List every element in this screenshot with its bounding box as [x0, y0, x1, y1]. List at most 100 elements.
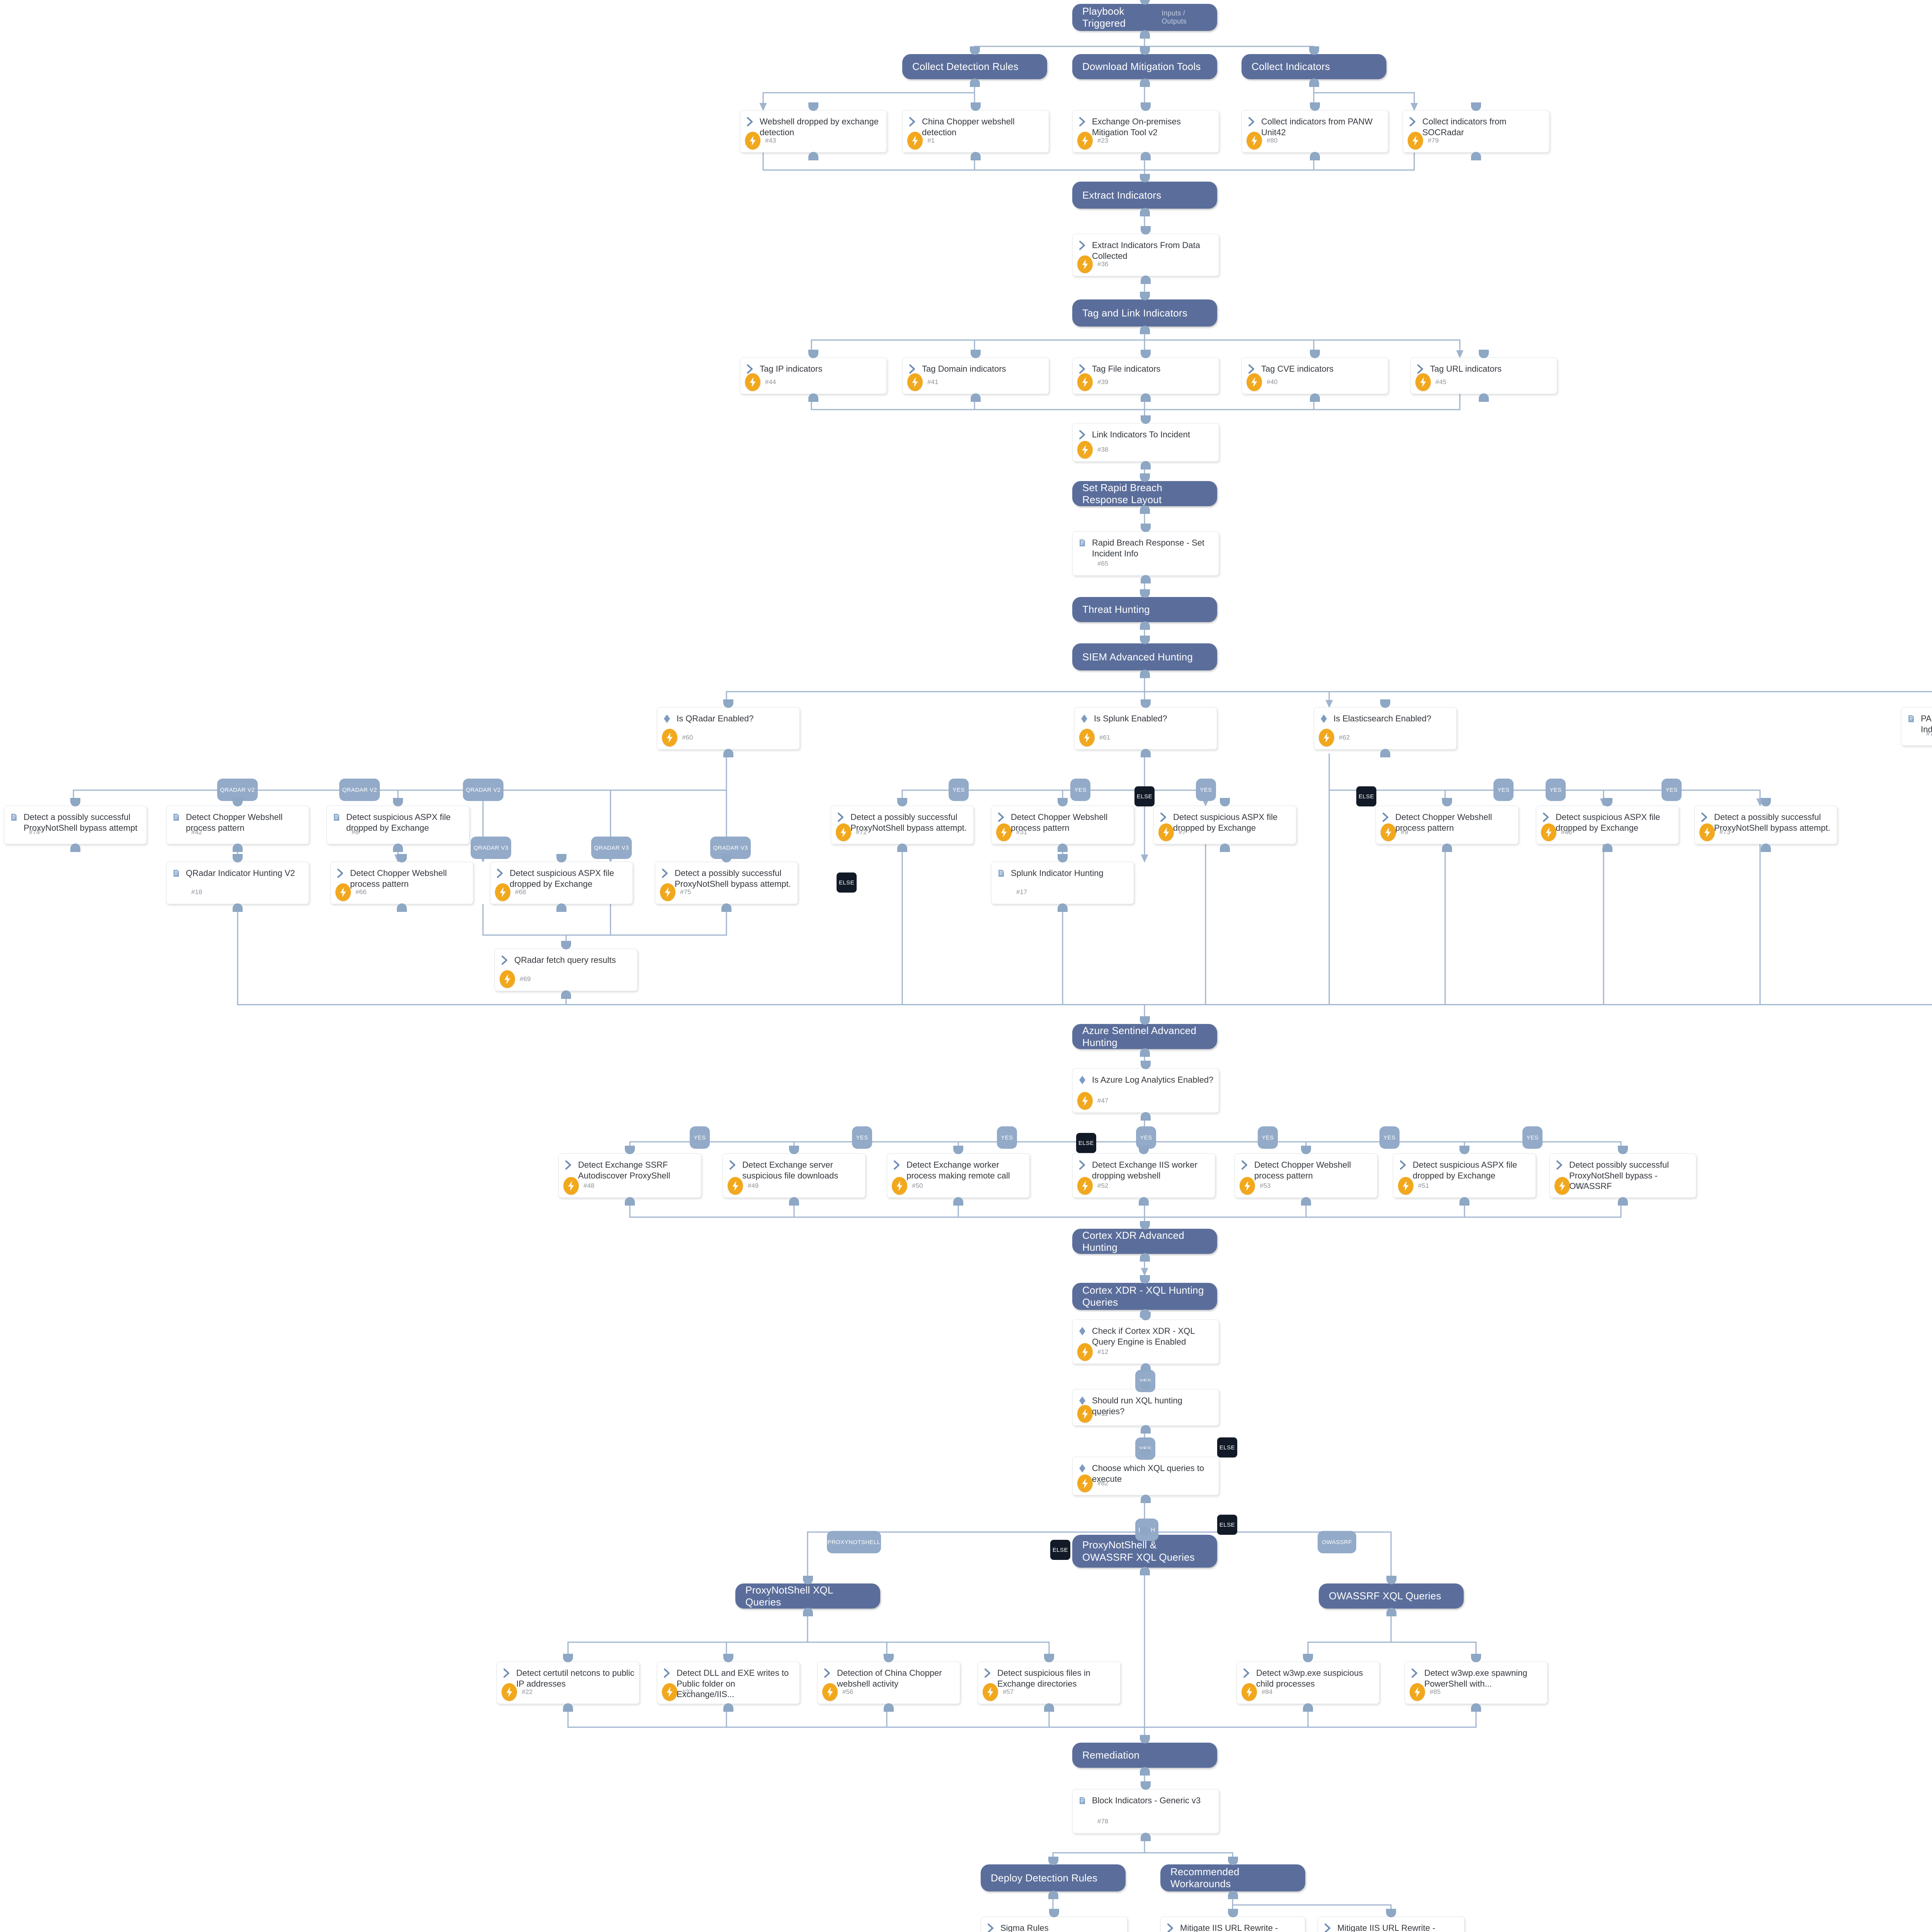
edge-label-proxynotshell[interactable]: PROXYNOTSHELL: [827, 1531, 881, 1553]
edge-label-qradar-v3[interactable]: QRADAR V3: [710, 837, 751, 859]
task-card[interactable]: Detection of China Chopper webshell acti…: [817, 1662, 960, 1704]
edge-label-yes[interactable]: YES: [949, 779, 969, 801]
task-card[interactable]: Is Azure Log Analytics Enabled? #47: [1072, 1068, 1219, 1113]
task-card[interactable]: Is Elasticsearch Enabled? #62: [1314, 707, 1457, 750]
task-card[interactable]: Check if Cortex XDR - XQL Query Engine i…: [1072, 1320, 1219, 1364]
output-port: [953, 1197, 963, 1206]
stage-set-rapid-breach-response-layout[interactable]: Set Rapid Breach Response Layout: [1072, 481, 1217, 506]
task-card[interactable]: Should run XQL hunting queries? #11: [1072, 1389, 1219, 1426]
edge-label-yes[interactable]: YES: [1546, 779, 1566, 801]
task-card[interactable]: Sigma Rules #25: [981, 1917, 1128, 1932]
task-card[interactable]: Extract Indicators From Data Collected #…: [1072, 234, 1219, 276]
edge-label-else[interactable]: ELSE: [1050, 1540, 1070, 1560]
task-card[interactable]: Tag URL indicators #45: [1410, 357, 1557, 394]
edge-label-yes[interactable]: YES: [1493, 779, 1514, 801]
task-card[interactable]: Detect a possibly successful ProxyNotShe…: [831, 806, 974, 844]
task-card[interactable]: Detect suspicious ASPX file dropped by E…: [1153, 806, 1296, 844]
edge-label-qradar-v2[interactable]: QRADAR V2: [339, 779, 380, 801]
task-card[interactable]: Collect indicators from PANW Unit42 #80: [1242, 110, 1388, 153]
task-card[interactable]: Detect Exchange SSRF Autodiscover ProxyS…: [558, 1153, 701, 1198]
task-card[interactable]: Detect suspicious files in Exchange dire…: [978, 1662, 1121, 1704]
task-card[interactable]: Detect Exchange IIS worker dropping webs…: [1072, 1153, 1215, 1198]
edge-label-else[interactable]: ELSE: [1217, 1437, 1237, 1458]
stage-owassrf-xql-queries[interactable]: OWASSRF XQL Queries: [1319, 1583, 1464, 1609]
task-card[interactable]: Detect w3wp.exe spawning PowerShell with…: [1405, 1662, 1548, 1704]
stage-siem-advanced-hunting[interactable]: SIEM Advanced Hunting: [1072, 643, 1217, 670]
stage-azure-sentinel-advanced-hunting[interactable]: Azure Sentinel Advanced Hunting: [1072, 1024, 1217, 1049]
stage-collect-indicators[interactable]: Collect Indicators: [1242, 54, 1386, 79]
task-card[interactable]: Mitigate IIS URL Rewrite - OWASSRF - Pro…: [1318, 1917, 1464, 1932]
task-card[interactable]: Detect DLL and EXE writes to Public fold…: [657, 1662, 800, 1704]
edge-label-else[interactable]: ELSE: [1217, 1515, 1237, 1535]
task-card[interactable]: Tag File indicators #39: [1072, 357, 1219, 394]
edge-label-qradar-v2[interactable]: QRADAR V2: [463, 779, 503, 801]
edge-label-else[interactable]: ELSE: [1134, 786, 1155, 806]
task-card[interactable]: Detect a possibly successful ProxyNotShe…: [1694, 806, 1837, 844]
task-card[interactable]: Detect Exchange server suspicious file d…: [723, 1153, 866, 1198]
stage-threat-hunting[interactable]: Threat Hunting: [1072, 597, 1217, 622]
edge-label-yes[interactable]: YES: [1258, 1126, 1278, 1149]
stage-extract-indicators[interactable]: Extract Indicators: [1072, 182, 1217, 209]
task-card[interactable]: Detect suspicious ASPX file dropped by E…: [1536, 806, 1679, 844]
stage-playbook-triggered[interactable]: Playbook Triggered Inputs / Outputs: [1072, 4, 1217, 31]
edge-label-yes[interactable]: YES: [1662, 779, 1682, 801]
task-card[interactable]: Tag Domain indicators #41: [902, 357, 1049, 394]
task-card[interactable]: Detect suspicious ASPX file dropped by E…: [1393, 1153, 1536, 1198]
stage-tag-and-link-indicators[interactable]: Tag and Link Indicators: [1072, 299, 1217, 327]
task-card[interactable]: PAN-OS Query Logs For Indicators #70: [1901, 707, 1932, 746]
task-card[interactable]: Is QRadar Enabled? #60: [657, 707, 800, 750]
task-card[interactable]: Detect w3wp.exe suspicious child process…: [1236, 1662, 1379, 1704]
task-card[interactable]: Detect suspicious ASPX file dropped by E…: [490, 862, 633, 904]
task-card[interactable]: Is Splunk Enabled? #61: [1074, 707, 1217, 750]
edge-label-yes[interactable]: YES: [1522, 1126, 1543, 1149]
task-card[interactable]: Rapid Breach Response - Set Incident Inf…: [1072, 531, 1219, 576]
stage-deploy-detection-rules[interactable]: Deploy Detection Rules: [981, 1864, 1126, 1891]
edge-label-else[interactable]: ELSE: [1076, 1133, 1096, 1153]
edge-label-yes[interactable]: YES: [1379, 1126, 1400, 1149]
task-card[interactable]: Exchange On-premises Mitigation Tool v2 …: [1072, 110, 1219, 153]
task-card[interactable]: Collect indicators from SOCRadar #79: [1403, 110, 1549, 153]
task-card[interactable]: Mitigate IIS URL Rewrite - ProxyNotShell…: [1160, 1917, 1305, 1932]
edge-label-else[interactable]: ELSE: [837, 872, 857, 893]
stage-cortex-xdr-xql-hunting-queries[interactable]: Cortex XDR - XQL Hunting Queries: [1072, 1283, 1217, 1310]
edge-label-yes[interactable]: YES: [1136, 1126, 1156, 1149]
edge-label-qradar-v3[interactable]: QRADAR V3: [591, 837, 632, 859]
task-card[interactable]: Tag IP indicators #44: [740, 357, 887, 394]
edge-label-qradar-v2[interactable]: QRADAR V2: [217, 779, 258, 801]
task-card[interactable]: Detect possibly successful ProxyNotShell…: [1549, 1153, 1696, 1198]
stage-remediation[interactable]: Remediation: [1072, 1743, 1217, 1768]
task-card[interactable]: Tag CVE indicators #40: [1242, 357, 1388, 394]
task-card[interactable]: Link Indicators To Incident #38: [1072, 423, 1219, 462]
task-card[interactable]: Splunk Indicator Hunting #17: [991, 862, 1134, 904]
edge-label-owassrf[interactable]: OWASSRF: [1318, 1531, 1356, 1553]
task-card[interactable]: China Chopper webshell detection #1: [902, 110, 1049, 153]
task-card[interactable]: Detect Chopper Webshell process pattern …: [991, 806, 1134, 844]
task-card[interactable]: Detect suspicious ASPX file dropped by E…: [327, 806, 469, 844]
task-card[interactable]: Block Indicators - Generic v3 #78: [1072, 1789, 1219, 1833]
edge-label-yes[interactable]: YES: [997, 1126, 1017, 1149]
task-card[interactable]: Detect Chopper Webshell process pattern …: [1376, 806, 1519, 844]
task-card[interactable]: QRadar Indicator Hunting V2 #18: [166, 862, 309, 904]
stage-cortex-xdr-advanced-hunting[interactable]: Cortex XDR Advanced Hunting: [1072, 1229, 1217, 1254]
edge-label-yes[interactable]: YES: [1196, 779, 1216, 801]
task-card[interactable]: Detect Chopper Webshell process pattern …: [166, 806, 309, 844]
edge-label-yes[interactable]: YES: [1070, 779, 1090, 801]
task-card[interactable]: Detect a possibly successful ProxyNotShe…: [4, 806, 147, 844]
stage-collect-detection-rules[interactable]: Collect Detection Rules: [902, 54, 1047, 79]
task-card[interactable]: Detect Chopper Webshell process pattern …: [1235, 1153, 1378, 1198]
edge-label-yes[interactable]: YES: [852, 1126, 872, 1149]
task-card[interactable]: Detect a possibly successful ProxyNotShe…: [655, 862, 798, 904]
edge-label-yes[interactable]: YES: [690, 1126, 710, 1149]
task-card[interactable]: Webshell dropped by exchange detection #…: [740, 110, 887, 153]
task-card[interactable]: Choose which XQL queries to execute #82: [1072, 1457, 1219, 1495]
task-card[interactable]: QRadar fetch query results #69: [495, 949, 638, 991]
stage-download-mitigation-tools[interactable]: Download Mitigation Tools: [1072, 54, 1217, 79]
edge-label-else[interactable]: ELSE: [1356, 786, 1376, 806]
stage-proxynotshell-xql-queries[interactable]: ProxyNotShell XQL Queries: [735, 1583, 880, 1609]
task-card[interactable]: Detect Exchange worker process making re…: [887, 1153, 1030, 1198]
stage-recommended-workarounds[interactable]: Recommended Workarounds: [1160, 1864, 1305, 1891]
task-card[interactable]: Detect Chopper Webshell process pattern …: [330, 862, 473, 904]
edge-label-qradar-v3[interactable]: QRADAR V3: [471, 837, 511, 859]
task-card[interactable]: Detect certutil netcons to public IP add…: [497, 1662, 639, 1704]
